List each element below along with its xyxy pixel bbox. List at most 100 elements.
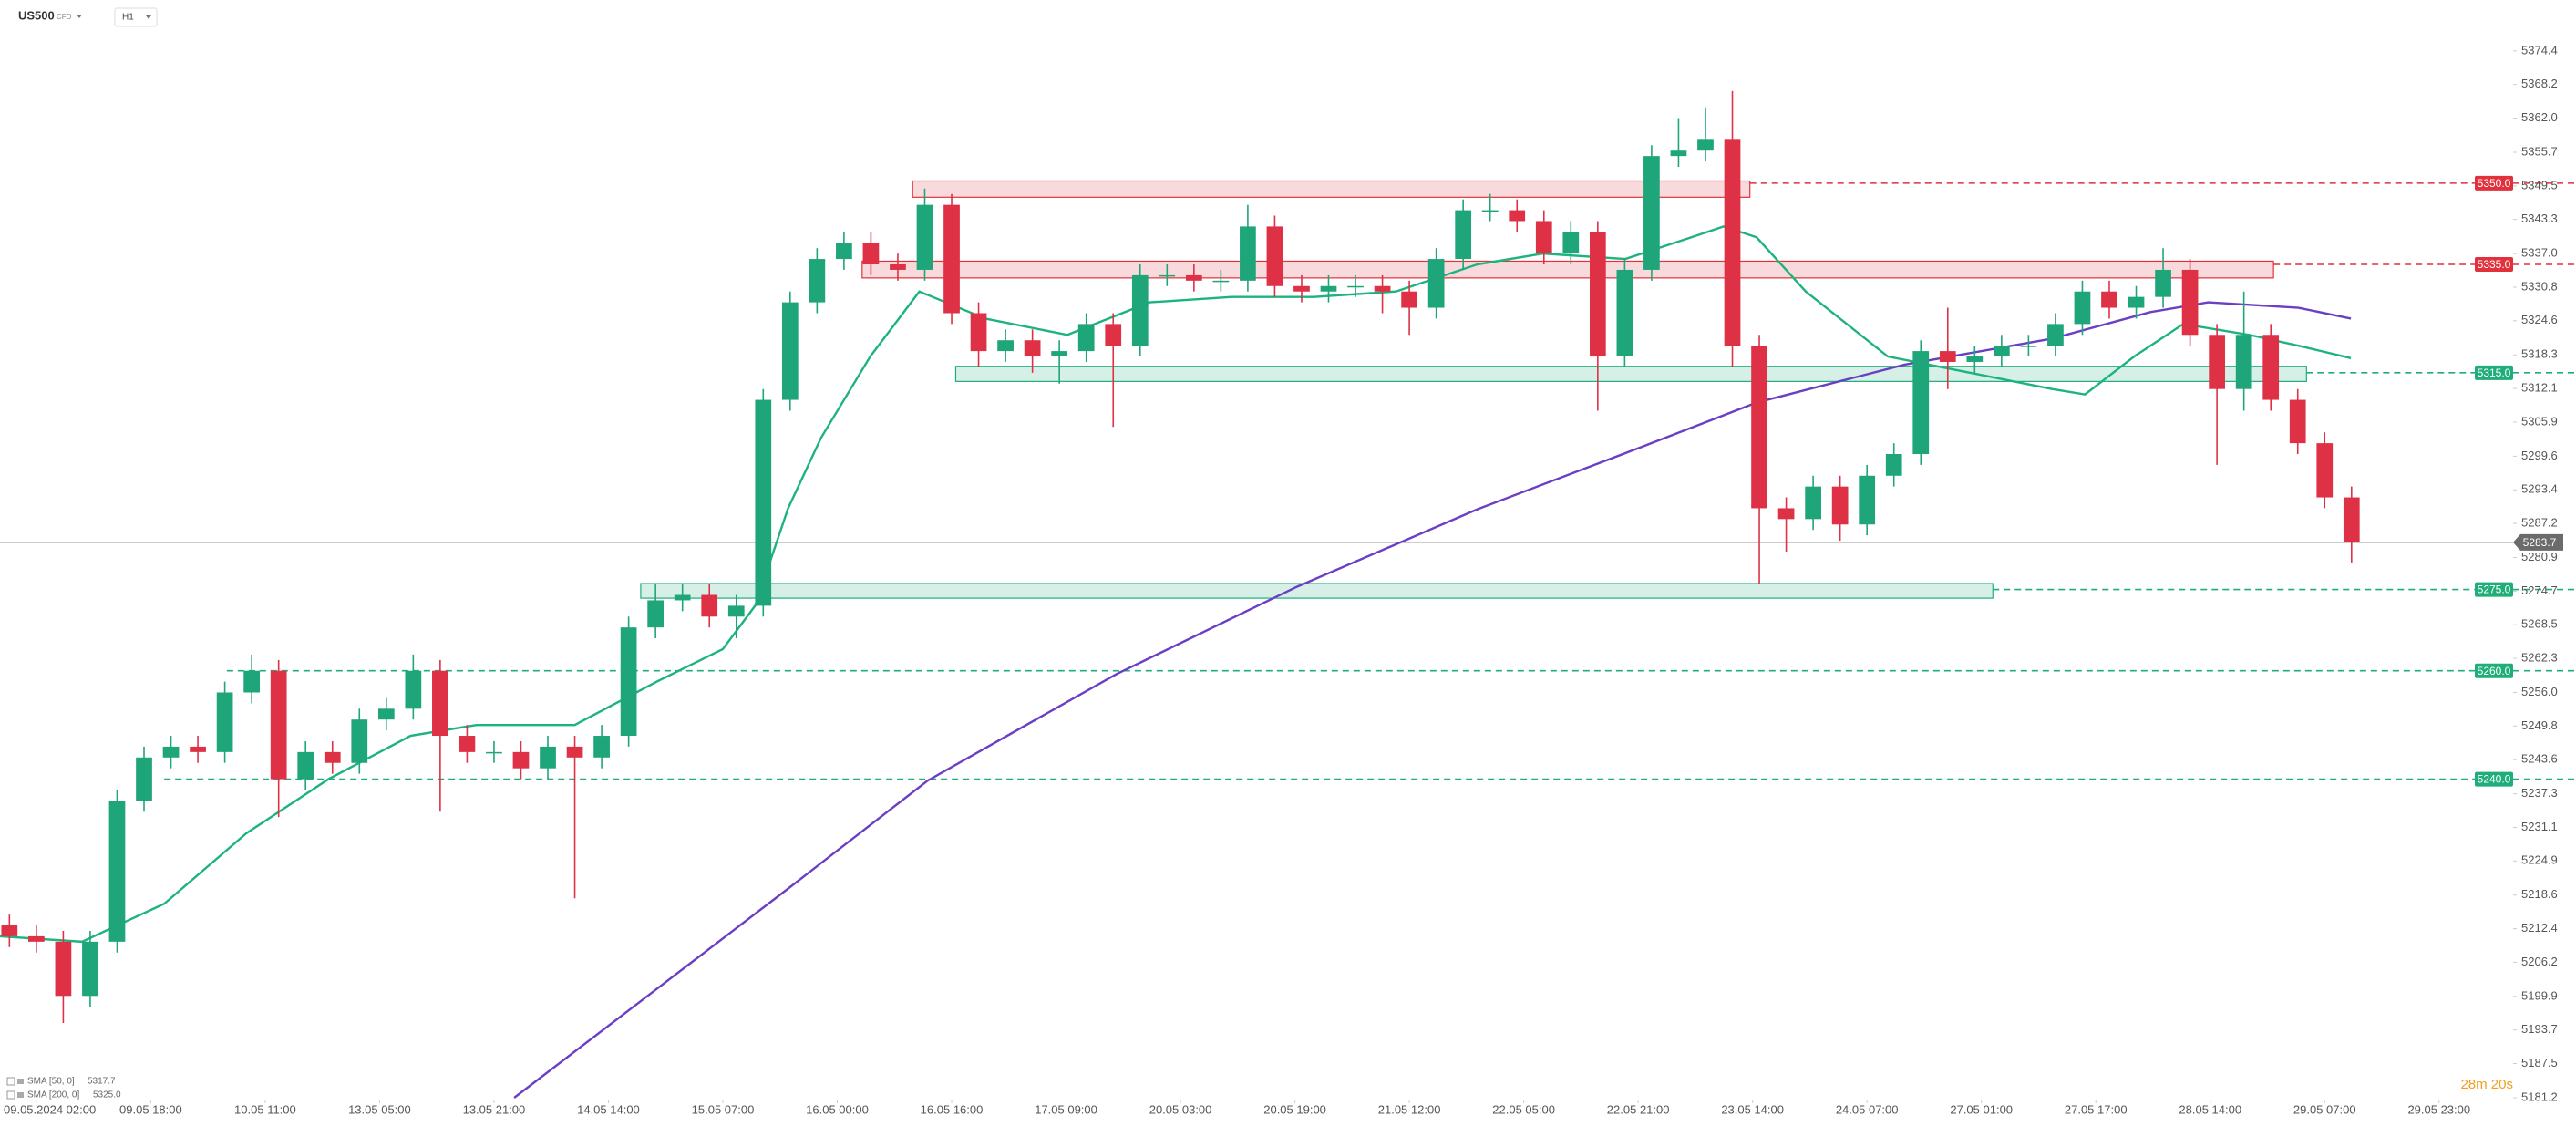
y-tick-label: 5193.7 xyxy=(2521,1022,2558,1036)
candle-body xyxy=(997,340,1014,352)
x-tick-label: 21.05 12:00 xyxy=(1378,1102,1441,1116)
y-tick-label: 5293.4 xyxy=(2521,482,2558,496)
legend-value: 5317.7 xyxy=(88,1077,116,1087)
y-tick-label: 5237.3 xyxy=(2521,786,2558,800)
y-tick-label: 5374.4 xyxy=(2521,43,2558,57)
y-tick-label: 5224.9 xyxy=(2521,853,2558,867)
y-tick-label: 5243.6 xyxy=(2521,752,2558,766)
x-tick-label: 29.05 23:00 xyxy=(2407,1102,2470,1116)
y-tick-label: 5368.2 xyxy=(2521,77,2558,90)
zone xyxy=(954,366,2307,382)
x-tick-label: 24.05 07:00 xyxy=(1836,1102,1899,1116)
candle-body xyxy=(1589,232,1606,357)
candle-body xyxy=(1993,346,2010,357)
x-tick-label: 16.05 16:00 xyxy=(921,1102,984,1116)
legend-icon xyxy=(6,1077,15,1086)
zones-layer xyxy=(640,180,2307,599)
candle-body xyxy=(512,751,530,769)
candle-body xyxy=(1,925,18,936)
y-tick-label: 5362.0 xyxy=(2521,110,2558,124)
candle-body xyxy=(28,935,45,942)
legend-value: 5325.0 xyxy=(93,1090,121,1100)
candle-body xyxy=(1643,156,1660,270)
x-tick-label: 29.05 07:00 xyxy=(2293,1102,2356,1116)
legend-visibility[interactable] xyxy=(17,1079,24,1084)
axes-layer: 5374.4 5368.2 5362.0 5355.7 5349.5 5343.3 5337… xyxy=(4,43,2558,1116)
x-tick-label: 23.05 14:00 xyxy=(1721,1102,1784,1116)
level-tag xyxy=(2475,771,2513,787)
x-tick-label: 22.05 05:00 xyxy=(1492,1102,1555,1116)
candle-body xyxy=(1751,346,1767,509)
level-tag xyxy=(2475,365,2513,380)
timeframe[interactable]: H1 xyxy=(122,13,134,23)
level-tag xyxy=(2475,582,2513,597)
y-tick-label: 5212.4 xyxy=(2521,921,2558,935)
candle-body xyxy=(2316,443,2334,498)
x-tick-label: 22.05 21:00 xyxy=(1607,1102,1670,1116)
candle-body xyxy=(593,736,610,758)
candle-body xyxy=(2101,291,2117,308)
candle-body xyxy=(540,746,556,769)
candle-body xyxy=(432,670,448,737)
candle-body xyxy=(647,600,665,628)
legend-visibility[interactable] xyxy=(17,1092,24,1098)
candle-body xyxy=(324,751,341,763)
x-tick-label: 16.05 00:00 xyxy=(806,1102,869,1116)
candle-body xyxy=(459,736,476,752)
candle-body xyxy=(862,243,880,265)
candle-body xyxy=(674,594,691,601)
candle-body xyxy=(755,399,772,606)
legend-icon xyxy=(6,1090,15,1100)
candle-body xyxy=(351,719,368,763)
y-tick-label: 5287.2 xyxy=(2521,516,2558,530)
candle-body xyxy=(1077,324,1095,352)
symbol[interactable]: US500 xyxy=(18,8,55,22)
candle-body xyxy=(1131,274,1149,346)
candle-body xyxy=(486,751,502,754)
candle-body xyxy=(2181,269,2199,336)
y-tick-label: 5256.0 xyxy=(2521,685,2558,698)
x-tick-label: 20.05 19:00 xyxy=(1263,1102,1326,1116)
candle-body xyxy=(1670,150,1687,157)
y-tick-label: 5305.9 xyxy=(2521,414,2558,428)
last-price-label: 5283.7 xyxy=(2523,536,2557,549)
y-tick-label: 5249.8 xyxy=(2521,718,2558,732)
zone xyxy=(640,583,1994,599)
y-tick-label: 5330.8 xyxy=(2521,279,2558,293)
candle-body xyxy=(108,801,126,942)
candle-body xyxy=(1266,226,1283,286)
candle-body xyxy=(1724,139,1741,346)
sma-line xyxy=(513,301,2352,1099)
x-tick-label: 17.05 09:00 xyxy=(1035,1102,1097,1116)
candle-body xyxy=(1347,285,1364,288)
candle-body xyxy=(405,670,422,709)
timeframe-arrow[interactable] xyxy=(146,15,151,19)
indicators-layer xyxy=(0,225,2352,1099)
candle-body xyxy=(1024,340,1041,357)
x-tick-label: 15.05 07:00 xyxy=(692,1102,755,1116)
y-tick-label: 5218.6 xyxy=(2521,887,2558,901)
level-tag-label: 5315.0 xyxy=(2478,367,2511,379)
candle-body xyxy=(1374,285,1391,292)
candle-body xyxy=(1159,274,1176,277)
candle-body xyxy=(162,746,180,758)
candle-body xyxy=(620,627,637,737)
candle-body xyxy=(2020,346,2037,347)
level-tag-label: 5275.0 xyxy=(2478,584,2511,596)
candle-body xyxy=(377,708,395,720)
y-tick-label: 5349.5 xyxy=(2521,178,2558,191)
timeframe-dropdown[interactable] xyxy=(114,7,158,27)
x-tick-label: 09.05.2024 02:00 xyxy=(4,1102,96,1116)
candle-body xyxy=(781,302,799,400)
x-tick-label: 20.05 03:00 xyxy=(1149,1102,1212,1116)
x-tick-label: 09.05 18:00 xyxy=(119,1102,182,1116)
candle-body xyxy=(1240,226,1256,281)
y-tick-label: 5318.3 xyxy=(2521,347,2558,361)
candle-body xyxy=(1966,356,1984,362)
candle-body xyxy=(1212,280,1230,283)
x-tick-label: 27.05 17:00 xyxy=(2065,1102,2128,1116)
symbol-dropdown-arrow[interactable] xyxy=(77,15,82,18)
y-tick-label: 5280.9 xyxy=(2521,550,2558,563)
level-tag xyxy=(2475,257,2513,273)
